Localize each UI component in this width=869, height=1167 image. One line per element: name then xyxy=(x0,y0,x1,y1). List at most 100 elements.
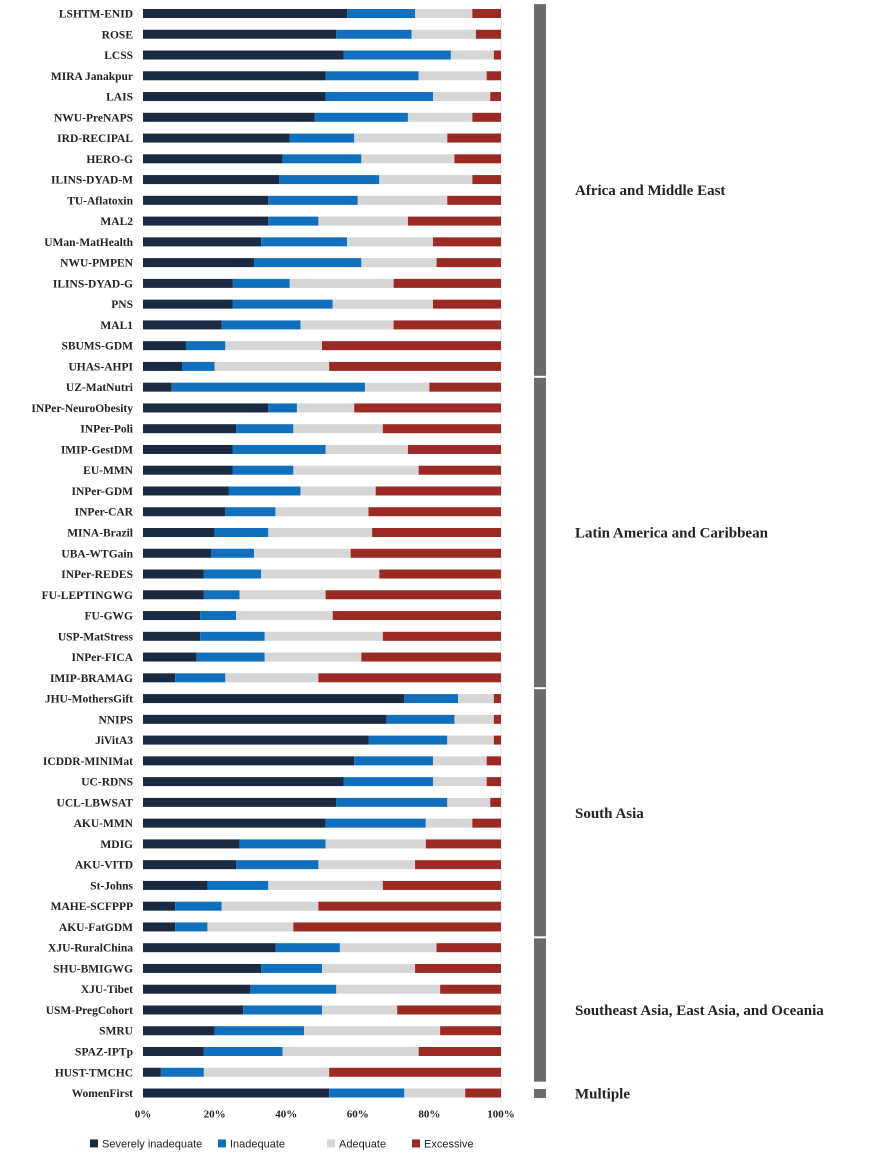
category-label: TU-Aflatoxin xyxy=(67,195,133,207)
bar-segment-excessive xyxy=(382,631,501,641)
bar-segment-adequate xyxy=(325,839,426,849)
bar-segment-inadequate xyxy=(275,943,340,953)
bar-segment-excessive xyxy=(493,714,501,724)
bar-segment-adequate xyxy=(415,9,473,18)
bar-segment-severely-inadequate xyxy=(143,9,348,18)
bar-segment-excessive xyxy=(454,154,501,164)
category-label: EU-MMN xyxy=(83,465,134,477)
bar-segment-inadequate xyxy=(243,1005,322,1015)
bar-segment-adequate xyxy=(361,258,437,268)
bar-segment-adequate xyxy=(325,444,408,454)
bar-segment-excessive xyxy=(407,444,501,454)
bar-segment-severely-inadequate xyxy=(143,71,326,81)
category-label: AKU-FatGDM xyxy=(59,922,133,934)
bar-segment-inadequate xyxy=(261,963,322,973)
bar-segment-adequate xyxy=(253,548,351,558)
bar-segment-excessive xyxy=(325,590,501,600)
bar-segment-adequate xyxy=(300,486,376,496)
bar-segment-excessive xyxy=(447,133,501,143)
bar-segment-severely-inadequate xyxy=(143,237,262,247)
bar-segment-adequate xyxy=(207,922,294,932)
bar-segment-severely-inadequate xyxy=(143,278,233,288)
bar-segment-adequate xyxy=(339,943,437,953)
category-label: MINA-Brazil xyxy=(67,528,133,540)
bar-segment-adequate xyxy=(447,797,491,807)
category-label: FU-LEPTINGWG xyxy=(42,590,133,602)
region-bracket xyxy=(534,1089,546,1099)
bar-segment-adequate xyxy=(336,984,441,994)
bar-segment-inadequate xyxy=(329,1088,405,1098)
bar-segment-inadequate xyxy=(325,92,433,102)
bar-segment-excessive xyxy=(329,361,501,371)
bar-segment-severely-inadequate xyxy=(143,175,280,185)
bar-segment-severely-inadequate xyxy=(143,1088,330,1098)
bar-segment-excessive xyxy=(472,175,501,185)
category-label: UBA-WTGain xyxy=(61,548,133,560)
category-label: HUST-TMCHC xyxy=(55,1067,133,1079)
bar-segment-excessive xyxy=(447,195,501,205)
bar-segment-inadequate xyxy=(279,175,380,185)
category-label: UMan-MatHealth xyxy=(44,237,133,249)
x-tick-label: 40% xyxy=(275,1108,297,1120)
bar-segment-excessive xyxy=(361,652,501,662)
bar-segment-inadequate xyxy=(203,569,262,579)
bar-segment-adequate xyxy=(239,590,326,600)
bar-segment-inadequate xyxy=(228,486,301,496)
bar-segment-inadequate xyxy=(185,341,226,351)
bar-segment-severely-inadequate xyxy=(143,133,290,143)
category-label: IMIP-BRAMAG xyxy=(50,673,133,685)
bar-segment-inadequate xyxy=(203,1047,283,1056)
bar-segment-excessive xyxy=(415,860,501,870)
bar-segment-severely-inadequate xyxy=(143,880,208,890)
bar-segment-excessive xyxy=(436,258,501,268)
bar-segment-excessive xyxy=(486,71,501,81)
legend-label: Excessive xyxy=(424,1138,474,1150)
bar-segment-severely-inadequate xyxy=(143,652,197,662)
bar-segment-adequate xyxy=(379,175,473,185)
bar-segment-excessive xyxy=(475,29,501,39)
bar-segment-adequate xyxy=(322,963,416,973)
bar-segment-inadequate xyxy=(336,797,448,807)
category-label: XJU-Tibet xyxy=(81,984,133,996)
bar-segment-excessive xyxy=(375,486,501,496)
bar-segment-inadequate xyxy=(225,507,276,517)
category-label: WomenFirst xyxy=(72,1088,133,1100)
bar-segment-inadequate xyxy=(268,195,358,205)
x-tick-label: 0% xyxy=(135,1108,152,1120)
bar-segment-severely-inadequate xyxy=(143,92,326,102)
category-label: JHU-MothersGift xyxy=(45,694,133,706)
bar-segment-excessive xyxy=(429,382,501,392)
category-label: INPer-CAR xyxy=(75,507,134,519)
category-label: MAHE-SCFPPP xyxy=(51,901,133,913)
bar-segment-adequate xyxy=(264,631,383,641)
category-label: LCSS xyxy=(104,50,133,62)
bar-segment-inadequate xyxy=(214,1026,305,1036)
category-label: St-Johns xyxy=(90,880,133,892)
category-label: INPer-REDES xyxy=(61,569,133,581)
bar-segment-adequate xyxy=(322,1005,398,1015)
region-label: South Asia xyxy=(575,806,644,822)
region-label: Southeast Asia, East Asia, and Oceania xyxy=(575,1003,824,1019)
bar-segment-adequate xyxy=(404,1088,466,1098)
bar-segment-severely-inadequate xyxy=(143,818,326,828)
bar-segment-severely-inadequate xyxy=(143,590,204,600)
bar-segment-adequate xyxy=(236,611,333,621)
bar-segment-inadequate xyxy=(336,29,412,39)
bar-segment-severely-inadequate xyxy=(143,548,212,558)
legend-label: Inadequate xyxy=(230,1138,285,1150)
category-label: MAL2 xyxy=(100,216,133,228)
bar-segment-inadequate xyxy=(182,361,215,371)
bar-segment-inadequate xyxy=(343,777,433,787)
bar-segment-severely-inadequate xyxy=(143,860,237,870)
legend-swatch xyxy=(412,1139,420,1148)
bar-segment-severely-inadequate xyxy=(143,403,269,413)
bar-segment-severely-inadequate xyxy=(143,424,237,434)
bar-segment-inadequate xyxy=(200,611,237,621)
bar-segment-excessive xyxy=(432,237,501,247)
bar-segment-excessive xyxy=(493,50,501,60)
bar-segment-severely-inadequate xyxy=(143,112,315,122)
category-label: AKU-VITD xyxy=(75,860,133,872)
bar-segment-adequate xyxy=(407,112,473,122)
